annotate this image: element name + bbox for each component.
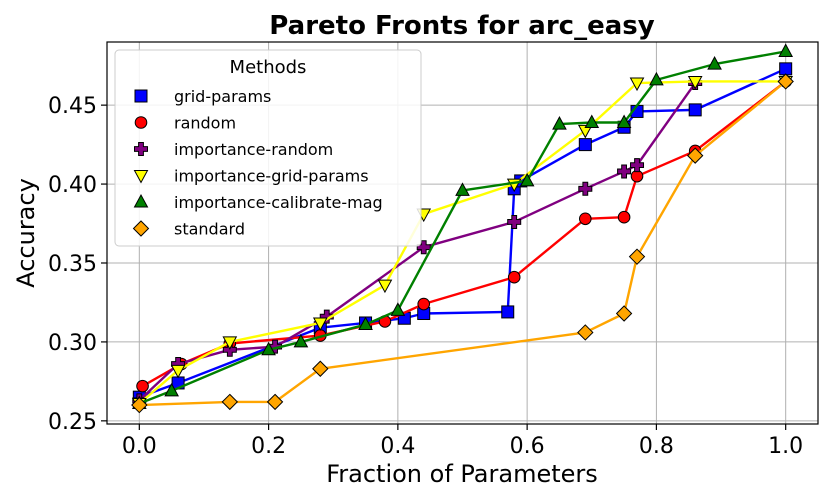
data-point-random xyxy=(507,270,521,284)
data-point-importance-random xyxy=(630,158,645,173)
data-point-standard xyxy=(615,305,633,322)
data-point-importance-grid-params xyxy=(577,124,593,139)
x-tick-label: 0.0 xyxy=(122,434,157,459)
legend-label-importance-grid-params: importance-grid-params xyxy=(174,167,369,186)
series-standard xyxy=(131,73,794,414)
legend-label-standard: standard xyxy=(174,220,245,239)
data-point-importance-random xyxy=(578,181,593,196)
legend: Methods grid-params random importance-rand… xyxy=(114,49,422,247)
data-point-importance-random xyxy=(617,164,632,179)
legend-marker-importance-calibrate-mag xyxy=(133,193,149,208)
legend-title: Methods xyxy=(230,57,307,78)
data-point-importance-grid-params xyxy=(170,364,186,379)
x-tick-label: 0.8 xyxy=(639,434,674,459)
data-point-grid-params xyxy=(501,305,515,319)
data-point-importance-grid-params xyxy=(687,75,703,90)
legend-label-importance-random: importance-random xyxy=(174,140,333,159)
y-axis-label: Accuracy xyxy=(12,178,40,288)
data-point-importance-calibrate-mag xyxy=(455,182,470,196)
chart-title: Pareto Fronts for arc_easy xyxy=(269,11,654,41)
data-point-importance-calibrate-mag xyxy=(261,341,276,356)
legend-items: grid-params random importance-random import… xyxy=(132,87,383,239)
data-point-importance-grid-params xyxy=(312,317,328,332)
y-tick-label: 0.30 xyxy=(48,331,97,356)
data-point-importance-random xyxy=(319,309,334,324)
data-point-importance-calibrate-mag xyxy=(552,116,567,130)
x-axis-label: Fraction of Parameters xyxy=(326,460,598,488)
y-tick-label: 0.25 xyxy=(48,410,97,435)
legend-marker-grid-params xyxy=(134,89,148,103)
x-tick-label: 1.0 xyxy=(768,434,803,459)
data-point-importance-calibrate-mag xyxy=(584,114,600,129)
legend-label-importance-calibrate-mag: importance-calibrate-mag xyxy=(174,193,383,212)
data-point-standard xyxy=(628,248,646,265)
plot-frame xyxy=(106,41,819,425)
data-point-importance-calibrate-mag xyxy=(390,302,406,316)
data-point-random xyxy=(617,210,631,224)
data-point-standard xyxy=(777,73,794,90)
data-point-grid-params xyxy=(578,138,592,152)
legend-marker-random xyxy=(134,116,148,129)
x-tick-label: 0.4 xyxy=(380,434,415,459)
y-tick-label: 0.35 xyxy=(48,252,97,277)
data-point-importance-calibrate-mag xyxy=(293,333,309,348)
legend-marker-standard xyxy=(132,220,150,237)
data-point-importance-calibrate-mag xyxy=(778,43,794,57)
data-point-random xyxy=(417,297,431,311)
data-point-importance-random xyxy=(507,214,522,229)
legend-marker-importance-random xyxy=(134,142,148,156)
data-point-standard xyxy=(221,393,239,411)
data-point-importance-calibrate-mag xyxy=(358,316,373,331)
axis-ticks: 0.0 0.2 0.4 0.6 0.8 1.0 0.25 0.30 0.35 0.40 0.45 xyxy=(48,94,803,459)
data-point-standard xyxy=(131,396,148,414)
data-point-importance-grid-params xyxy=(629,77,645,92)
series-layer xyxy=(131,43,794,414)
y-tick-label: 0.40 xyxy=(48,173,97,198)
data-point-importance-grid-params xyxy=(222,336,238,350)
data-point-importance-calibrate-mag xyxy=(649,71,664,86)
x-tick-label: 0.6 xyxy=(510,434,545,459)
data-point-standard xyxy=(577,324,594,341)
data-point-importance-calibrate-mag xyxy=(707,56,722,70)
data-point-importance-calibrate-mag xyxy=(164,382,179,397)
data-point-importance-grid-params xyxy=(377,279,393,294)
data-point-random xyxy=(579,212,592,226)
data-point-standard xyxy=(312,360,329,377)
data-point-importance-calibrate-mag xyxy=(519,172,535,187)
legend-frame xyxy=(114,49,422,247)
legend-label-random: random xyxy=(174,114,236,133)
legend-marker-importance-grid-params xyxy=(133,170,149,184)
data-point-grid-params xyxy=(688,103,702,117)
data-point-importance-calibrate-mag xyxy=(616,114,632,129)
data-point-standard xyxy=(686,147,704,164)
data-point-random xyxy=(136,379,149,393)
y-tick-label: 0.45 xyxy=(48,94,97,119)
x-tick-label: 0.2 xyxy=(251,434,286,459)
series-line-importance-calibrate-mag xyxy=(138,50,786,405)
legend-label-grid-params: grid-params xyxy=(174,87,271,106)
data-point-grid-params xyxy=(779,62,793,76)
data-point-standard xyxy=(266,393,284,411)
